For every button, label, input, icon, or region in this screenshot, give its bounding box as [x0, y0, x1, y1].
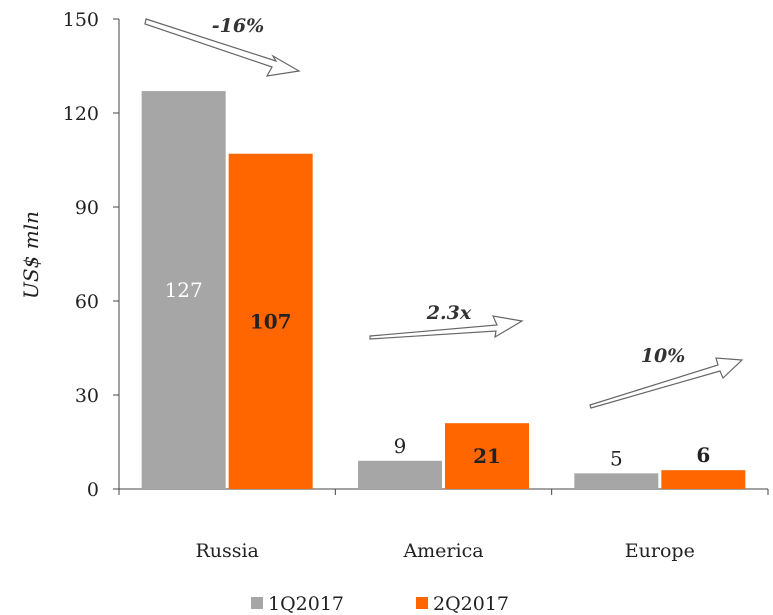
arrow-russia-icon: [144, 18, 301, 77]
legend-swatch-1q2017: [251, 597, 263, 609]
data-label-america-2q2017: 21: [473, 444, 501, 468]
annotation-europe: 10%: [589, 345, 744, 409]
annotation-america: 2.3x: [369, 302, 524, 340]
data-label-russia-1q2017: 127: [165, 278, 203, 302]
legend-swatch-2q2017: [416, 597, 428, 609]
legend-label-2q2017: 2Q2017: [433, 593, 509, 615]
x-tick-label-europe: Europe: [625, 540, 695, 562]
y-tick-label: 60: [75, 291, 99, 313]
y-tick-label: 150: [63, 9, 99, 31]
x-tick-label-america: America: [402, 540, 483, 562]
y-tick-label: 0: [87, 479, 99, 501]
category-labels: Russia America Europe: [195, 540, 694, 562]
data-label-russia-2q2017: 107: [250, 309, 292, 333]
bar-america-1q2017: [358, 460, 442, 489]
y-tick-label: 90: [75, 197, 99, 219]
y-axis-ticks: 0 30 60 90 120 150: [63, 9, 119, 501]
bar-russia-2q2017: [228, 153, 313, 489]
bar-america-2q2017: [445, 423, 529, 489]
annotation-russia-text: -16%: [212, 15, 264, 37]
data-label-europe-1q2017: 5: [610, 446, 623, 470]
annotation-europe-text: 10%: [641, 345, 686, 367]
legend-label-1q2017: 1Q2017: [268, 593, 344, 615]
y-tick-label: 30: [75, 385, 99, 407]
bar-russia-1q2017: [141, 91, 226, 490]
x-tick-label-russia: Russia: [195, 540, 258, 562]
bar-europe-1q2017: [574, 473, 659, 489]
annotation-russia: -16%: [144, 15, 301, 77]
value-labels: 127 107 9 21 5 6: [165, 278, 711, 470]
y-axis-label: US$ mln: [19, 211, 43, 299]
arrow-europe-icon: [589, 357, 744, 409]
arrow-america-icon: [369, 315, 524, 340]
annotation-america-text: 2.3x: [426, 302, 472, 324]
bar-europe-2q2017: [661, 470, 746, 489]
x-axis-ticks: [118, 489, 769, 495]
y-tick-label: 120: [63, 103, 99, 125]
data-label-europe-2q2017: 6: [696, 443, 710, 467]
data-label-america-1q2017: 9: [394, 434, 407, 458]
legend: 1Q2017 2Q2017: [251, 593, 509, 615]
bars: [141, 91, 746, 490]
